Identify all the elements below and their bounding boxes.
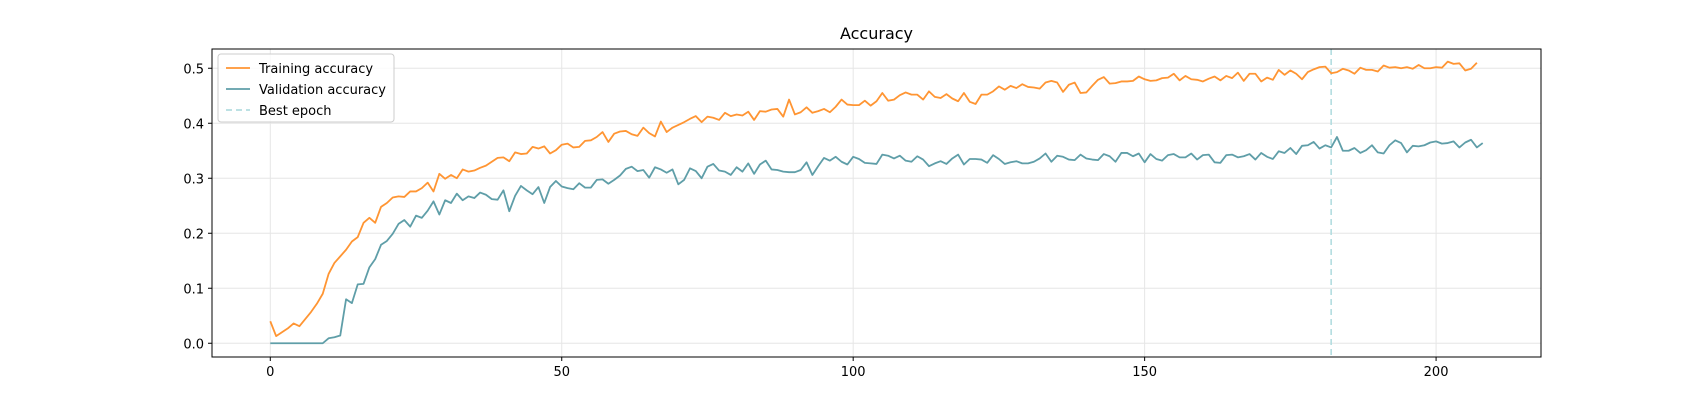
series-line bbox=[270, 136, 1484, 345]
x-tick-label: 150 bbox=[1132, 365, 1157, 380]
y-tick-label: 0.2 bbox=[183, 227, 204, 242]
series-lines bbox=[269, 60, 1484, 345]
y-tick-label: 0.0 bbox=[183, 337, 204, 352]
y-tick-label: 0.4 bbox=[183, 117, 204, 132]
x-tick-label: 0 bbox=[266, 365, 274, 380]
y-axis-ticks: 0.0 0.1 0.2 0.3 0.4 0.5 bbox=[183, 62, 212, 352]
legend-label: Training accuracy bbox=[258, 62, 373, 77]
legend-label: Best epoch bbox=[259, 104, 332, 119]
legend-box bbox=[217, 53, 395, 123]
series-line bbox=[269, 60, 1478, 338]
legend-label: Validation accuracy bbox=[259, 83, 386, 98]
y-tick-label: 0.1 bbox=[183, 282, 204, 297]
x-tick-label: 200 bbox=[1424, 365, 1449, 380]
y-tick-label: 0.5 bbox=[183, 62, 204, 77]
x-tick-label: 100 bbox=[841, 365, 866, 380]
x-tick-label: 50 bbox=[553, 365, 570, 380]
y-tick-label: 0.3 bbox=[183, 172, 204, 187]
x-axis-ticks: 0 50 100 150 200 bbox=[266, 357, 1448, 380]
chart-title: Accuracy bbox=[840, 24, 913, 43]
axes-frame bbox=[211, 48, 1542, 358]
grid bbox=[212, 49, 1541, 357]
legend: Training accuracy Validation accuracy Best… bbox=[217, 53, 395, 123]
